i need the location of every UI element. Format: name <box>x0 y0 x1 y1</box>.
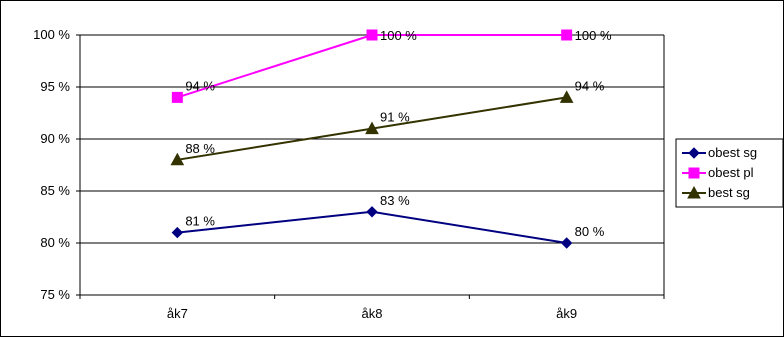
plot-area: 75 % 80 % 85 % 90 % 95 % 100 % åk7 åk8 åk9 81 % 83… <box>33 27 665 321</box>
plot-background <box>80 35 664 295</box>
legend-marker <box>687 185 701 199</box>
data-label: 100 % <box>575 28 612 43</box>
line-chart: 75 % 80 % 85 % 90 % 95 % 100 % åk7 åk8 åk9 81 % 83… <box>33 27 784 321</box>
x-tick-label: åk8 <box>362 306 383 321</box>
data-point <box>366 29 378 41</box>
legend-marker <box>688 167 700 179</box>
y-tick-label: 80 % <box>40 235 70 250</box>
y-tick-label: 95 % <box>40 79 70 94</box>
y-tick-label: 90 % <box>40 131 70 146</box>
legend-label: obest pl <box>708 165 754 180</box>
data-point <box>559 90 574 103</box>
data-label: 81 % <box>185 214 215 229</box>
data-label: 94 % <box>575 78 605 93</box>
data-point <box>365 121 379 135</box>
data-point <box>366 206 378 218</box>
y-tick-label: 85 % <box>40 183 70 198</box>
data-label: 83 % <box>380 193 410 208</box>
data-point <box>170 152 185 166</box>
data-label: 91 % <box>380 110 410 125</box>
data-label: 94 % <box>185 78 215 93</box>
legend-marker <box>688 147 700 159</box>
x-tick-label: åk7 <box>167 306 188 321</box>
legend-label: best sg <box>708 185 750 200</box>
data-point <box>561 29 573 41</box>
data-label: 100 % <box>380 28 417 43</box>
legend-label: obest sg <box>708 145 757 160</box>
x-tick-label: åk9 <box>556 306 577 321</box>
data-point <box>560 237 573 249</box>
data-point <box>171 226 184 239</box>
data-label: 80 % <box>575 224 605 239</box>
y-tick-label: 75 % <box>40 287 70 302</box>
legend: obest sg obest pl best sg <box>675 138 784 208</box>
data-label: 88 % <box>185 141 215 156</box>
y-tick-label: 100 % <box>33 27 70 42</box>
data-point <box>171 91 183 103</box>
